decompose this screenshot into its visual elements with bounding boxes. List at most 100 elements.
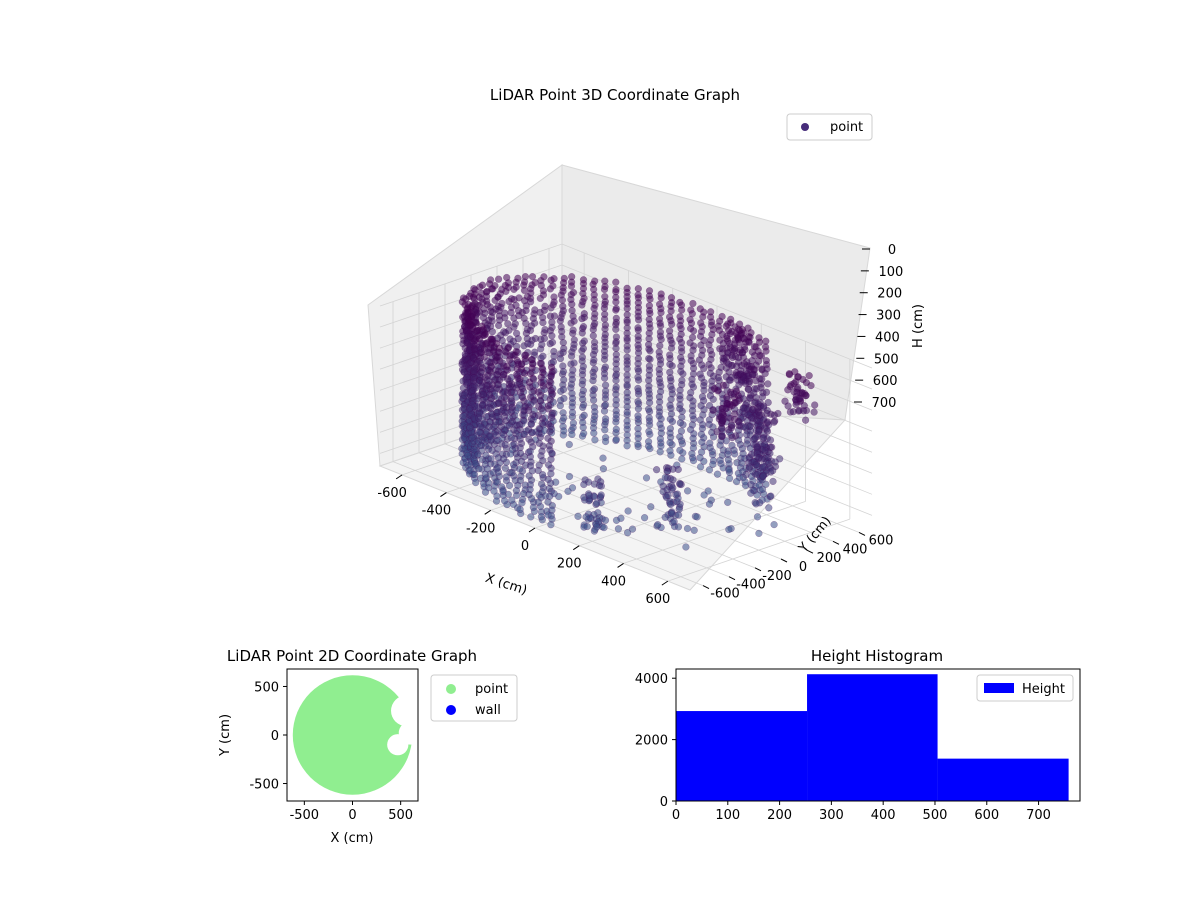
point-3d xyxy=(591,365,599,373)
point-3d xyxy=(668,509,676,518)
point-3d xyxy=(591,277,599,285)
point-3d xyxy=(752,460,761,469)
point-3d xyxy=(521,272,530,281)
point-3d xyxy=(726,400,734,408)
point-3d xyxy=(481,488,490,496)
point-3d xyxy=(623,329,631,337)
point-3d xyxy=(763,427,772,435)
point-3d xyxy=(682,543,690,551)
point-3d xyxy=(591,310,599,318)
point-3d xyxy=(508,496,516,504)
point-3d xyxy=(655,412,663,420)
x-tick-label-3d: 200 xyxy=(557,557,582,572)
point-3d xyxy=(601,297,609,306)
point-3d xyxy=(628,525,637,533)
point-3d xyxy=(495,316,504,324)
point-3d xyxy=(670,517,678,526)
axes-frame-histogram xyxy=(675,668,1081,802)
point-3d xyxy=(556,354,565,363)
gap-region-2d xyxy=(404,683,418,705)
point-3d xyxy=(786,408,795,416)
point-3d xyxy=(784,402,792,410)
point-3d xyxy=(547,512,555,520)
x-tick-label-3d: -200 xyxy=(466,521,496,536)
point-3d xyxy=(482,451,490,459)
point-3d xyxy=(661,513,669,521)
point-3d xyxy=(531,334,540,343)
point-3d xyxy=(672,491,680,499)
point-3d xyxy=(502,348,510,356)
point-3d xyxy=(601,310,609,318)
point-3d xyxy=(683,487,692,495)
point-3d xyxy=(667,294,676,302)
x-tick-label-3d: -400 xyxy=(422,504,452,519)
point-3d xyxy=(515,311,523,320)
point-3d xyxy=(565,472,574,481)
point-3d xyxy=(696,332,705,340)
point-3d xyxy=(734,391,742,400)
point-3d xyxy=(460,391,469,399)
point-3d xyxy=(623,346,631,354)
point-3d xyxy=(534,498,542,506)
point-3d xyxy=(525,490,533,499)
point-3d xyxy=(745,338,753,347)
point-3d xyxy=(644,442,653,450)
point-3d xyxy=(524,425,533,434)
point-3d xyxy=(590,356,598,364)
legend-histogram: Height xyxy=(976,674,1074,702)
point-3d xyxy=(709,406,717,414)
point-3d xyxy=(589,372,598,381)
point-3d xyxy=(517,457,526,465)
point-3d xyxy=(758,455,766,463)
x-tick-label-3d: 600 xyxy=(645,592,670,607)
point-3d xyxy=(810,408,818,416)
point-3d xyxy=(750,399,759,407)
point-3d xyxy=(790,379,798,388)
point-3d xyxy=(686,315,694,324)
point-3d xyxy=(725,466,733,474)
chart-2d: LiDAR Point 2D Coordinate Graph -500 0 500… xyxy=(218,647,518,846)
point-3d xyxy=(728,433,736,442)
point-3d xyxy=(524,340,532,348)
point-3d xyxy=(771,462,780,471)
point-3d xyxy=(758,485,767,493)
point-3d xyxy=(728,327,736,336)
point-3d xyxy=(490,487,498,495)
point-3d xyxy=(755,411,764,419)
point-3d xyxy=(590,385,599,393)
point-3d xyxy=(714,373,722,382)
point-3d xyxy=(655,365,663,374)
point-3d xyxy=(511,320,519,328)
point-3d xyxy=(475,428,483,436)
point-3d xyxy=(634,412,642,420)
point-3d xyxy=(766,443,775,451)
point-3d xyxy=(666,401,674,409)
point-3d xyxy=(727,424,736,432)
point-3d xyxy=(686,425,695,434)
point-3d xyxy=(511,351,519,359)
point-3d xyxy=(656,420,664,428)
point-3d xyxy=(601,437,610,446)
x-tick-label-3d: -600 xyxy=(377,486,407,501)
point-3d xyxy=(736,346,745,354)
point-3d xyxy=(612,396,620,404)
point-3d xyxy=(519,411,527,419)
point-3d xyxy=(752,500,760,508)
point-3d xyxy=(718,425,726,433)
point-3d xyxy=(487,455,495,463)
point-3d xyxy=(517,365,526,373)
point-3d xyxy=(492,339,501,348)
point-3d xyxy=(590,429,598,437)
point-3d xyxy=(683,524,692,533)
point-3d xyxy=(738,444,747,453)
point-3d xyxy=(612,370,621,378)
point-3d xyxy=(600,523,608,532)
point-3d xyxy=(731,336,739,344)
point-3d xyxy=(579,401,588,409)
chart-3d: LiDAR Point 3D Coordinate Graph -600-400… xyxy=(367,86,926,607)
point-3d xyxy=(579,423,587,432)
point-3d xyxy=(569,288,578,297)
point-3d xyxy=(655,315,664,323)
point-3d xyxy=(709,460,717,469)
point-3d xyxy=(579,279,588,288)
